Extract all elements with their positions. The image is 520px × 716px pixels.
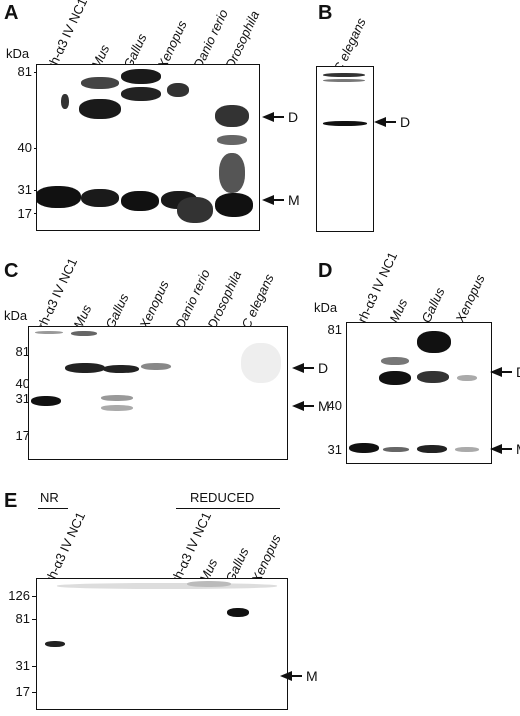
panel-e-marker-m: M bbox=[280, 668, 318, 684]
panel-a-letter: A bbox=[4, 2, 19, 24]
panel-b-blot bbox=[316, 66, 374, 232]
panel-a-band bbox=[121, 191, 159, 211]
panel-c-lane-4: Xenopus bbox=[136, 278, 172, 331]
panel-c-lane-7: C elegans bbox=[238, 271, 277, 331]
panel-d-band bbox=[457, 375, 477, 381]
panel-a-band bbox=[81, 77, 119, 89]
panel-a-tick-40: 40 bbox=[17, 140, 32, 155]
panel-c-kda-label: kDa bbox=[4, 308, 28, 323]
panel-d-band bbox=[417, 331, 451, 353]
panel-d-letter: D bbox=[318, 260, 333, 282]
panel-c-band bbox=[65, 363, 105, 373]
panel-e-header-nr: NR bbox=[40, 490, 59, 505]
panel-a-band bbox=[61, 94, 69, 109]
panel-a-band bbox=[219, 153, 245, 193]
panel-c-band bbox=[101, 395, 133, 401]
panel-e-header-reduced: REDUCED bbox=[190, 490, 255, 505]
panel-c-band bbox=[241, 343, 281, 383]
panel-a-band bbox=[167, 83, 189, 97]
panel-d-marker-d: D bbox=[490, 364, 520, 380]
panel-a-tick-17: 17 bbox=[17, 206, 32, 221]
panel-d-band bbox=[383, 447, 409, 452]
panel-c-tick-40: 40 bbox=[15, 376, 30, 391]
panel-b-letter: B bbox=[318, 2, 333, 24]
panel-b-band bbox=[323, 73, 365, 77]
panel-a-marker-d: D bbox=[262, 109, 298, 125]
panel-e-band bbox=[57, 583, 277, 589]
panel-e-blot bbox=[36, 578, 288, 710]
panel-c-band bbox=[141, 363, 171, 370]
panel-c-tick-17: 17 bbox=[15, 428, 30, 443]
panel-e-tick-81: 81 bbox=[15, 611, 30, 626]
panel-a-blot bbox=[36, 64, 260, 231]
panel-c-blot bbox=[28, 326, 288, 460]
panel-d-marker-d-label: D bbox=[516, 364, 520, 380]
panel-c-band bbox=[31, 396, 61, 406]
panel-e-band bbox=[227, 608, 249, 617]
panel-d-band bbox=[381, 357, 409, 365]
panel-a-band bbox=[177, 197, 213, 223]
panel-d-lane-3: Gallus bbox=[418, 285, 448, 325]
panel-b-band bbox=[323, 79, 365, 82]
panel-a-band bbox=[215, 193, 253, 217]
panel-a-marker-m: M bbox=[262, 192, 300, 208]
panel-c-marker-d: D bbox=[292, 360, 328, 376]
panel-a-band bbox=[37, 186, 81, 208]
panel-b-band bbox=[323, 121, 367, 126]
panel-a-marker-m-label: M bbox=[288, 192, 300, 208]
panel-e-tick-126: 126 bbox=[8, 588, 30, 603]
panel-a-lane-1: rh-α3 IV NC1 bbox=[44, 0, 91, 71]
panel-d-lane-2: Mus bbox=[386, 296, 411, 325]
panel-e-nr-line bbox=[38, 508, 68, 509]
panel-d-tick-40: 40 bbox=[327, 398, 342, 413]
panel-c-marker-m-label: M bbox=[318, 398, 330, 414]
panel-b-marker-d-label: D bbox=[400, 114, 411, 130]
panel-a-band bbox=[121, 69, 161, 84]
panel-d-lane-4: Xenopus bbox=[452, 272, 488, 325]
panel-a-band bbox=[121, 87, 161, 101]
panel-c-letter: C bbox=[4, 260, 19, 282]
panel-b-marker-d: D bbox=[374, 114, 410, 130]
panel-d-marker-m: M bbox=[490, 441, 520, 457]
panel-d-band bbox=[455, 447, 479, 452]
panel-a-band bbox=[215, 105, 249, 127]
panel-d-tick-81: 81 bbox=[327, 322, 342, 337]
panel-e-marker-m-label: M bbox=[306, 668, 318, 684]
panel-c-band bbox=[103, 365, 139, 373]
panel-c-band bbox=[35, 331, 63, 334]
panel-e-lane-1: rh-α3 IV NC1 bbox=[42, 509, 89, 585]
panel-d-marker-m-label: M bbox=[516, 441, 520, 457]
panel-a-kda-label: kDa bbox=[6, 46, 30, 61]
panel-c-band bbox=[101, 405, 133, 411]
panel-d-blot bbox=[346, 322, 492, 464]
panel-a-tick-81: 81 bbox=[17, 64, 32, 79]
panel-e-tick-31: 31 bbox=[15, 658, 30, 673]
panel-d-tick-31: 31 bbox=[327, 442, 342, 457]
panel-d-kda-label: kDa bbox=[314, 300, 338, 315]
panel-e-tick-17: 17 bbox=[15, 684, 30, 699]
panel-a-band bbox=[81, 189, 119, 207]
panel-a-marker-d-label: D bbox=[288, 109, 299, 125]
panel-e-band bbox=[187, 581, 231, 587]
panel-a-band bbox=[217, 135, 247, 145]
panel-c-band bbox=[71, 331, 97, 336]
panel-d-band bbox=[417, 371, 449, 383]
panel-e-letter: E bbox=[4, 490, 18, 512]
panel-c-tick-31: 31 bbox=[15, 391, 30, 406]
panel-c-marker-m: M bbox=[292, 398, 330, 414]
panel-c-marker-d-label: D bbox=[318, 360, 329, 376]
panel-c-tick-81: 81 bbox=[15, 344, 30, 359]
panel-d-band bbox=[379, 371, 411, 385]
panel-a-band bbox=[79, 99, 121, 119]
panel-d-band bbox=[349, 443, 379, 453]
panel-e-reduced-line bbox=[176, 508, 280, 509]
panel-e-band bbox=[45, 641, 65, 647]
panel-d-band bbox=[417, 445, 447, 453]
panel-a-tick-31-label: 31 bbox=[17, 182, 32, 197]
